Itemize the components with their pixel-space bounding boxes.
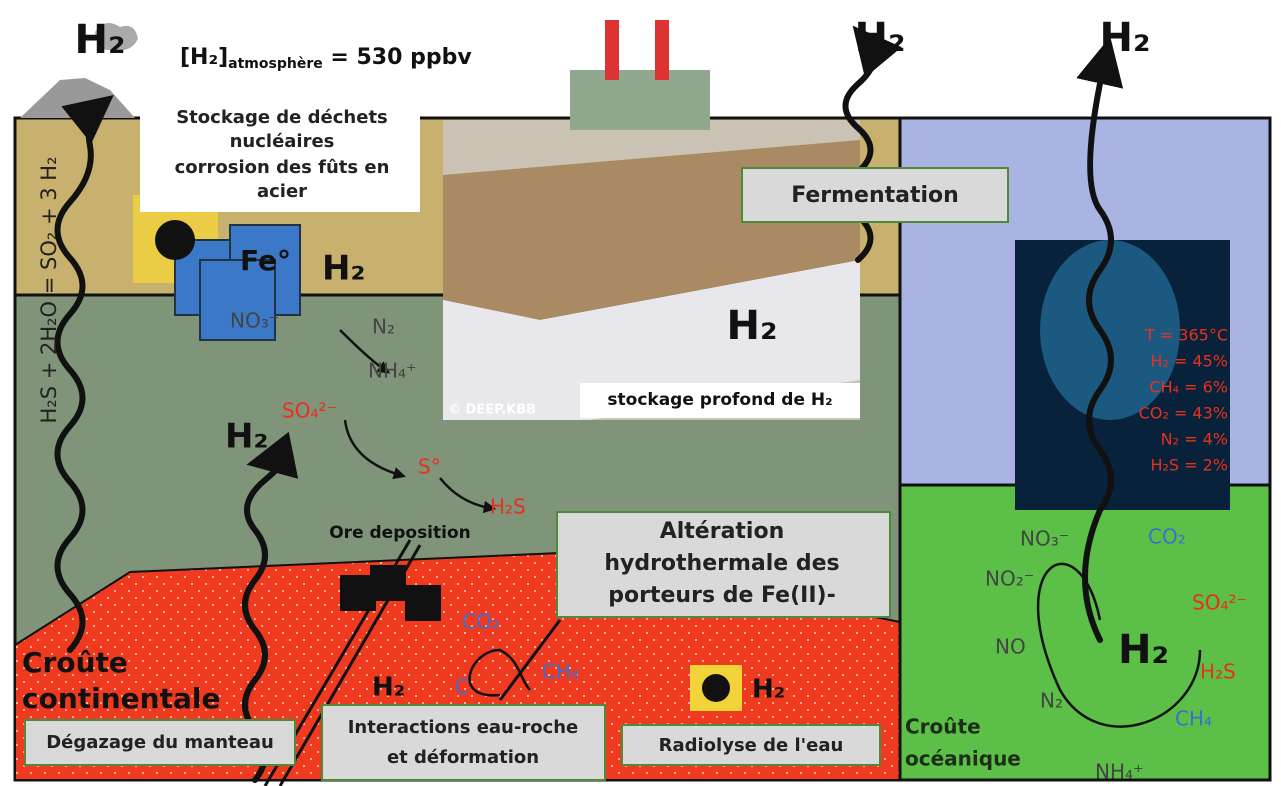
h2-label: H₂	[1118, 627, 1169, 673]
equation: H₂S + 2H₂O = SO₂ + 3 H₂	[37, 156, 61, 423]
text-part: atmosphère	[228, 56, 323, 72]
h2-label: H₂	[1100, 15, 1151, 61]
species: SO₄²⁻	[282, 399, 337, 423]
power-plant	[570, 70, 710, 130]
species: C	[455, 675, 469, 699]
continental-label: Croûte	[22, 646, 128, 679]
vent-value: CH₄ = 6%	[1149, 378, 1228, 397]
text-part: = 530 ppbv	[323, 45, 473, 70]
h2-label: H₂	[372, 673, 405, 703]
vent-value: CO₂ = 43%	[1139, 404, 1228, 423]
species: NH₄⁺	[1095, 760, 1144, 784]
h2-label: H₂	[727, 303, 778, 349]
nuclear-text: corrosion des fûts en	[175, 157, 390, 178]
h2-label: H₂	[855, 15, 906, 61]
species: CH₄	[542, 660, 579, 684]
atmosphere-concentration: [H₂]atmosphère = 530 ppbv	[180, 45, 472, 72]
interactions-label: Interactions eau-roche	[348, 717, 579, 738]
radiolysis-label: Radiolyse de l'eau	[659, 735, 844, 756]
credit: © DEEP.KBB	[448, 403, 536, 418]
species: N₂	[372, 315, 395, 339]
oceanic-label: océanique	[905, 747, 1021, 771]
oceanic-label: Croûte	[905, 715, 981, 739]
radiation-symbol	[702, 674, 730, 702]
shape	[370, 565, 406, 601]
ore-label: Ore deposition	[329, 523, 471, 543]
vent-value: N₂ = 4%	[1161, 430, 1228, 449]
vent-value: H₂S = 2%	[1150, 456, 1228, 475]
nuclear-text: acier	[257, 181, 307, 202]
alteration-text: hydrothermale des	[604, 551, 839, 576]
species: NH₄⁺	[368, 359, 417, 383]
h2-label: H₂	[752, 675, 785, 705]
chimney	[605, 20, 619, 80]
species: H₂S	[1200, 660, 1236, 684]
text-part: [H₂]	[180, 45, 228, 70]
species: CH₄	[1175, 707, 1212, 731]
species: CO₂	[462, 610, 500, 634]
species: NO	[995, 635, 1026, 659]
h2-label: H₂	[322, 249, 365, 289]
interactions-label: et déformation	[387, 747, 539, 768]
h2-label: H₂	[75, 17, 126, 63]
species: CO₂	[1148, 525, 1186, 549]
nuclear-text: nucléaires	[230, 131, 335, 152]
radiation-symbol	[155, 220, 195, 260]
caption: stockage profond de H₂	[607, 390, 832, 410]
species: NO₂⁻	[985, 567, 1034, 591]
alteration-text: Altération	[660, 519, 785, 544]
alteration-text: porteurs de Fe(II)-	[608, 583, 835, 608]
species: SO₄²⁻	[1192, 591, 1247, 615]
species: S°	[418, 455, 441, 479]
vent-value: H₂ = 45%	[1150, 352, 1228, 371]
vent-value: T = 365°C	[1144, 326, 1228, 345]
fermentation-label: Fermentation	[791, 183, 959, 208]
mantle-label: Dégazage du manteau	[46, 732, 274, 753]
chimney	[655, 20, 669, 80]
nuclear-text: Stockage de déchets	[176, 107, 388, 128]
species: NO₃⁻	[230, 309, 279, 333]
species: N₂	[1040, 689, 1063, 713]
h2-label: H₂	[225, 417, 268, 457]
volcano	[20, 78, 135, 118]
shape	[405, 585, 441, 621]
diagram: H₂ H₂ H₂ [H₂]atmosphère = 530 ppbv H₂S +…	[0, 0, 1281, 786]
species: H₂S	[490, 495, 526, 519]
species: NO₃⁻	[1020, 527, 1069, 551]
iron-label: Fe°	[240, 244, 291, 277]
continental-label: continentale	[22, 682, 220, 715]
